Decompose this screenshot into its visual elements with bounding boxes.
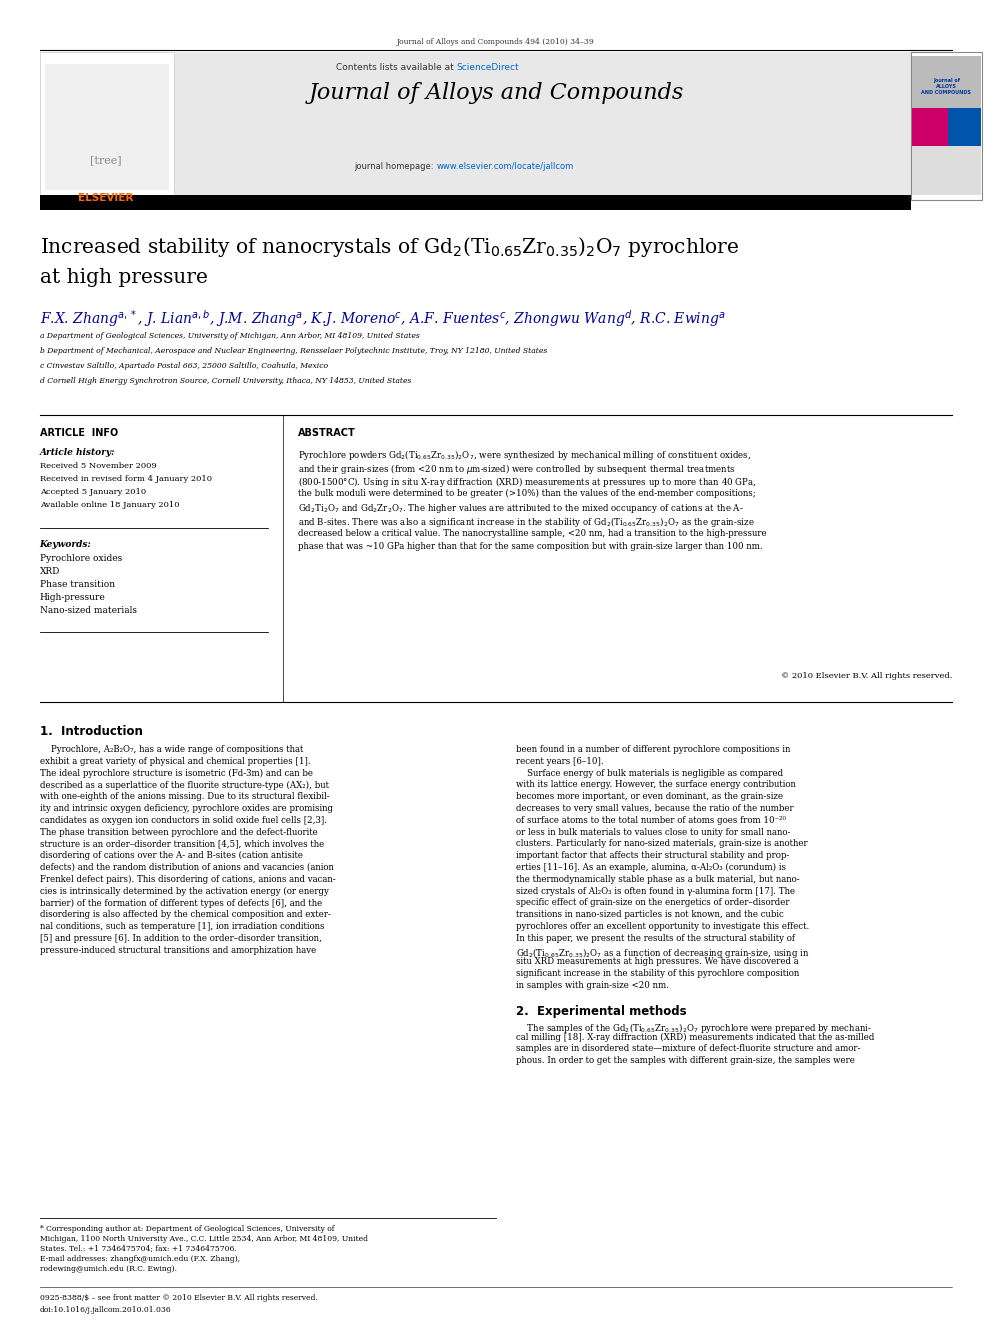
Text: becomes more important, or even dominant, as the grain-size: becomes more important, or even dominant…: [516, 792, 783, 802]
Text: clusters. Particularly for nano-sized materials, grain-size is another: clusters. Particularly for nano-sized ma…: [516, 839, 807, 848]
Text: cal milling [18]. X-ray diffraction (XRD) measurements indicated that the as-mil: cal milling [18]. X-ray diffraction (XRD…: [516, 1032, 874, 1041]
Text: Gd$_2$Ti$_2$O$_7$ and Gd$_2$Zr$_2$O$_7$. The higher values are attributed to the: Gd$_2$Ti$_2$O$_7$ and Gd$_2$Zr$_2$O$_7$.…: [298, 501, 743, 515]
Text: of surface atoms to the total number of atoms goes from 10⁻²⁰: of surface atoms to the total number of …: [516, 816, 786, 824]
Text: Increased stability of nanocrystals of Gd$_2$(Ti$_{0.65}$Zr$_{0.35}$)$_2$O$_7$ p: Increased stability of nanocrystals of G…: [40, 235, 739, 259]
FancyBboxPatch shape: [912, 107, 948, 157]
Text: ARTICLE  INFO: ARTICLE INFO: [40, 429, 118, 438]
Text: with one-eighth of the anions missing. Due to its structural flexibil-: with one-eighth of the anions missing. D…: [40, 792, 329, 802]
Text: Frenkel defect pairs). This disordering of cations, anions and vacan-: Frenkel defect pairs). This disordering …: [40, 875, 335, 884]
Text: Pyrochlore, A₂B₂O₇, has a wide range of compositions that: Pyrochlore, A₂B₂O₇, has a wide range of …: [40, 745, 303, 754]
Text: situ XRD measurements at high pressures. We have discovered a: situ XRD measurements at high pressures.…: [516, 958, 799, 966]
Text: doi:10.1016/j.jallcom.2010.01.036: doi:10.1016/j.jallcom.2010.01.036: [40, 1306, 172, 1314]
Text: decreases to very small values, because the ratio of the number: decreases to very small values, because …: [516, 804, 794, 814]
Text: * Corresponding author at: Department of Geological Sciences, University of: * Corresponding author at: Department of…: [40, 1225, 334, 1233]
Text: defects) and the random distribution of anions and vacancies (anion: defects) and the random distribution of …: [40, 863, 333, 872]
Text: phase that was ~10 GPa higher than that for the same composition but with grain-: phase that was ~10 GPa higher than that …: [298, 542, 762, 552]
Text: 1.  Introduction: 1. Introduction: [40, 725, 143, 738]
Text: 2.  Experimental methods: 2. Experimental methods: [516, 1004, 686, 1017]
Text: important factor that affects their structural stability and prop-: important factor that affects their stru…: [516, 851, 789, 860]
Text: in samples with grain-size <20 nm.: in samples with grain-size <20 nm.: [516, 980, 669, 990]
Text: barrier) of the formation of different types of defects [6], and the: barrier) of the formation of different t…: [40, 898, 322, 908]
Text: XRD: XRD: [40, 568, 61, 576]
Text: and their grain-sizes (from <20 nm to $\mu$m-sized) were controlled by subsequen: and their grain-sizes (from <20 nm to $\…: [298, 462, 735, 475]
Text: Contents lists available at: Contents lists available at: [335, 64, 456, 71]
Text: Received in revised form 4 January 2010: Received in revised form 4 January 2010: [40, 475, 211, 483]
Text: transitions in nano-sized particles is not known, and the cubic: transitions in nano-sized particles is n…: [516, 910, 784, 919]
Text: Journal of Alloys and Compounds 494 (2010) 34–39: Journal of Alloys and Compounds 494 (201…: [397, 38, 595, 46]
Text: erties [11–16]. As an example, alumina, α-Al₂O₃ (corundum) is: erties [11–16]. As an example, alumina, …: [516, 863, 786, 872]
Text: disordering is also affected by the chemical composition and exter-: disordering is also affected by the chem…: [40, 910, 330, 919]
Text: or less in bulk materials to values close to unity for small nano-: or less in bulk materials to values clos…: [516, 828, 791, 836]
Text: and B-sites. There was also a significant increase in the stability of Gd$_2$(Ti: and B-sites. There was also a significan…: [298, 516, 754, 529]
Text: pressure-induced structural transitions and amorphization have: pressure-induced structural transitions …: [40, 946, 315, 955]
Text: ELSEVIER: ELSEVIER: [78, 193, 134, 202]
Text: The samples of the Gd$_2$(Ti$_{0.65}$Zr$_{0.35}$)$_2$O$_7$ pyrochlore were prepa: The samples of the Gd$_2$(Ti$_{0.65}$Zr$…: [516, 1020, 872, 1035]
Text: www.elsevier.com/locate/jallcom: www.elsevier.com/locate/jallcom: [436, 161, 573, 171]
Text: disordering of cations over the A- and B-sites (cation antisite: disordering of cations over the A- and B…: [40, 851, 303, 860]
FancyBboxPatch shape: [40, 52, 174, 200]
Text: Journal of
ALLOYS
AND COMPOUNDS: Journal of ALLOYS AND COMPOUNDS: [922, 78, 971, 95]
Text: specific effect of grain-size on the energetics of order–disorder: specific effect of grain-size on the ene…: [516, 898, 790, 908]
Text: pyrochlores offer an excellent opportunity to investigate this effect.: pyrochlores offer an excellent opportuni…: [516, 922, 809, 931]
Text: Pyrochlore powders Gd$_2$(Ti$_{0.65}$Zr$_{0.35}$)$_2$O$_7$, were synthesized by : Pyrochlore powders Gd$_2$(Ti$_{0.65}$Zr$…: [298, 448, 751, 462]
Text: [tree]: [tree]: [90, 155, 122, 165]
FancyBboxPatch shape: [40, 196, 911, 210]
Text: Available online 18 January 2010: Available online 18 January 2010: [40, 501, 180, 509]
Text: ity and intrinsic oxygen deficiency, pyrochlore oxides are promising: ity and intrinsic oxygen deficiency, pyr…: [40, 804, 332, 814]
Text: Received 5 November 2009: Received 5 November 2009: [40, 462, 157, 470]
FancyBboxPatch shape: [40, 52, 911, 200]
Text: ABSTRACT: ABSTRACT: [298, 429, 355, 438]
Text: Nano-sized materials: Nano-sized materials: [40, 606, 137, 615]
Text: Accepted 5 January 2010: Accepted 5 January 2010: [40, 488, 146, 496]
Text: described as a superlattice of the fluorite structure-type (AX₂), but: described as a superlattice of the fluor…: [40, 781, 328, 790]
FancyBboxPatch shape: [911, 52, 982, 200]
Text: rodewing@umich.edu (R.C. Ewing).: rodewing@umich.edu (R.C. Ewing).: [40, 1265, 177, 1273]
Text: b Department of Mechanical, Aerospace and Nuclear Engineering, Rensselaer Polyte: b Department of Mechanical, Aerospace an…: [40, 347, 547, 355]
Text: recent years [6–10].: recent years [6–10].: [516, 757, 603, 766]
Text: journal homepage:: journal homepage:: [354, 161, 436, 171]
FancyBboxPatch shape: [912, 57, 981, 120]
Text: The phase transition between pyrochlore and the defect-fluorite: The phase transition between pyrochlore …: [40, 828, 317, 836]
Text: Surface energy of bulk materials is negligible as compared: Surface energy of bulk materials is negl…: [516, 769, 783, 778]
Text: the bulk moduli were determined to be greater (>10%) than the values of the end-: the bulk moduli were determined to be gr…: [298, 488, 755, 497]
Text: Article history:: Article history:: [40, 448, 115, 456]
Text: High-pressure: High-pressure: [40, 593, 105, 602]
Text: Gd$_2$(Ti$_{0.65}$Zr$_{0.35}$)$_2$O$_7$ as a function of decreasing grain-size, : Gd$_2$(Ti$_{0.65}$Zr$_{0.35}$)$_2$O$_7$ …: [516, 946, 809, 959]
Text: E-mail addresses: zhangfx@umich.edu (F.X. Zhang),: E-mail addresses: zhangfx@umich.edu (F.X…: [40, 1256, 240, 1263]
Text: Michigan, 1100 North University Ave., C.C. Little 2534, Ann Arbor, MI 48109, Uni: Michigan, 1100 North University Ave., C.…: [40, 1234, 368, 1244]
FancyBboxPatch shape: [948, 107, 981, 157]
Text: (800-1500$\degree$C). Using in situ X-ray diffraction (XRD) measurements at pres: (800-1500$\degree$C). Using in situ X-ra…: [298, 475, 756, 490]
Text: Pyrochlore oxides: Pyrochlore oxides: [40, 554, 122, 564]
Text: exhibit a great variety of physical and chemical properties [1].: exhibit a great variety of physical and …: [40, 757, 310, 766]
Text: sized crystals of Al₂O₃ is often found in γ-alumina form [17]. The: sized crystals of Al₂O₃ is often found i…: [516, 886, 795, 896]
Text: phous. In order to get the samples with different grain-size, the samples were: phous. In order to get the samples with …: [516, 1056, 855, 1065]
Text: d Cornell High Energy Synchrotron Source, Cornell University, Ithaca, NY 14853, : d Cornell High Energy Synchrotron Source…: [40, 377, 411, 385]
Text: Phase transition: Phase transition: [40, 579, 115, 589]
Text: © 2010 Elsevier B.V. All rights reserved.: © 2010 Elsevier B.V. All rights reserved…: [781, 672, 952, 680]
Text: 0925-8388/$ – see front matter © 2010 Elsevier B.V. All rights reserved.: 0925-8388/$ – see front matter © 2010 El…: [40, 1294, 317, 1302]
Text: The ideal pyrochlore structure is isometric (Fd-3m) and can be: The ideal pyrochlore structure is isomet…: [40, 769, 312, 778]
FancyBboxPatch shape: [45, 65, 169, 191]
Text: with its lattice energy. However, the surface energy contribution: with its lattice energy. However, the su…: [516, 781, 796, 790]
Text: ScienceDirect: ScienceDirect: [456, 64, 519, 71]
Text: been found in a number of different pyrochlore compositions in: been found in a number of different pyro…: [516, 745, 791, 754]
Text: structure is an order–disorder transition [4,5], which involves the: structure is an order–disorder transitio…: [40, 839, 324, 848]
FancyBboxPatch shape: [912, 146, 981, 194]
Text: In this paper, we present the results of the structural stability of: In this paper, we present the results of…: [516, 934, 795, 943]
Text: cies is intrinsically determined by the activation energy (or energy: cies is intrinsically determined by the …: [40, 886, 328, 896]
Text: the thermodynamically stable phase as a bulk material, but nano-: the thermodynamically stable phase as a …: [516, 875, 800, 884]
Text: candidates as oxygen ion conductors in solid oxide fuel cells [2,3].: candidates as oxygen ion conductors in s…: [40, 816, 326, 824]
Text: samples are in disordered state—mixture of defect-fluorite structure and amor-: samples are in disordered state—mixture …: [516, 1044, 860, 1053]
Text: [5] and pressure [6]. In addition to the order–disorder transition,: [5] and pressure [6]. In addition to the…: [40, 934, 321, 943]
Text: significant increase in the stability of this pyrochlore composition: significant increase in the stability of…: [516, 970, 800, 978]
Text: decreased below a critical value. The nanocrystalline sample, <20 nm, had a tran: decreased below a critical value. The na…: [298, 529, 766, 538]
Text: nal conditions, such as temperature [1], ion irradiation conditions: nal conditions, such as temperature [1],…: [40, 922, 324, 931]
Text: F.X. Zhang$^{a,*}$, J. Lian$^{a,b}$, J.M. Zhang$^{a}$, K.J. Moreno$^{c}$, A.F. F: F.X. Zhang$^{a,*}$, J. Lian$^{a,b}$, J.M…: [40, 308, 725, 329]
Text: Keywords:: Keywords:: [40, 540, 91, 549]
Text: States. Tel.: +1 7346475704; fax: +1 7346475706.: States. Tel.: +1 7346475704; fax: +1 734…: [40, 1245, 236, 1253]
Text: c Cinvestav Saltillo, Apartado Postal 663, 25000 Saltillo, Coahuila, Mexico: c Cinvestav Saltillo, Apartado Postal 66…: [40, 363, 327, 370]
Text: Journal of Alloys and Compounds: Journal of Alloys and Compounds: [309, 82, 683, 105]
Text: a Department of Geological Sciences, University of Michigan, Ann Arbor, MI 48109: a Department of Geological Sciences, Uni…: [40, 332, 420, 340]
Text: at high pressure: at high pressure: [40, 269, 207, 287]
